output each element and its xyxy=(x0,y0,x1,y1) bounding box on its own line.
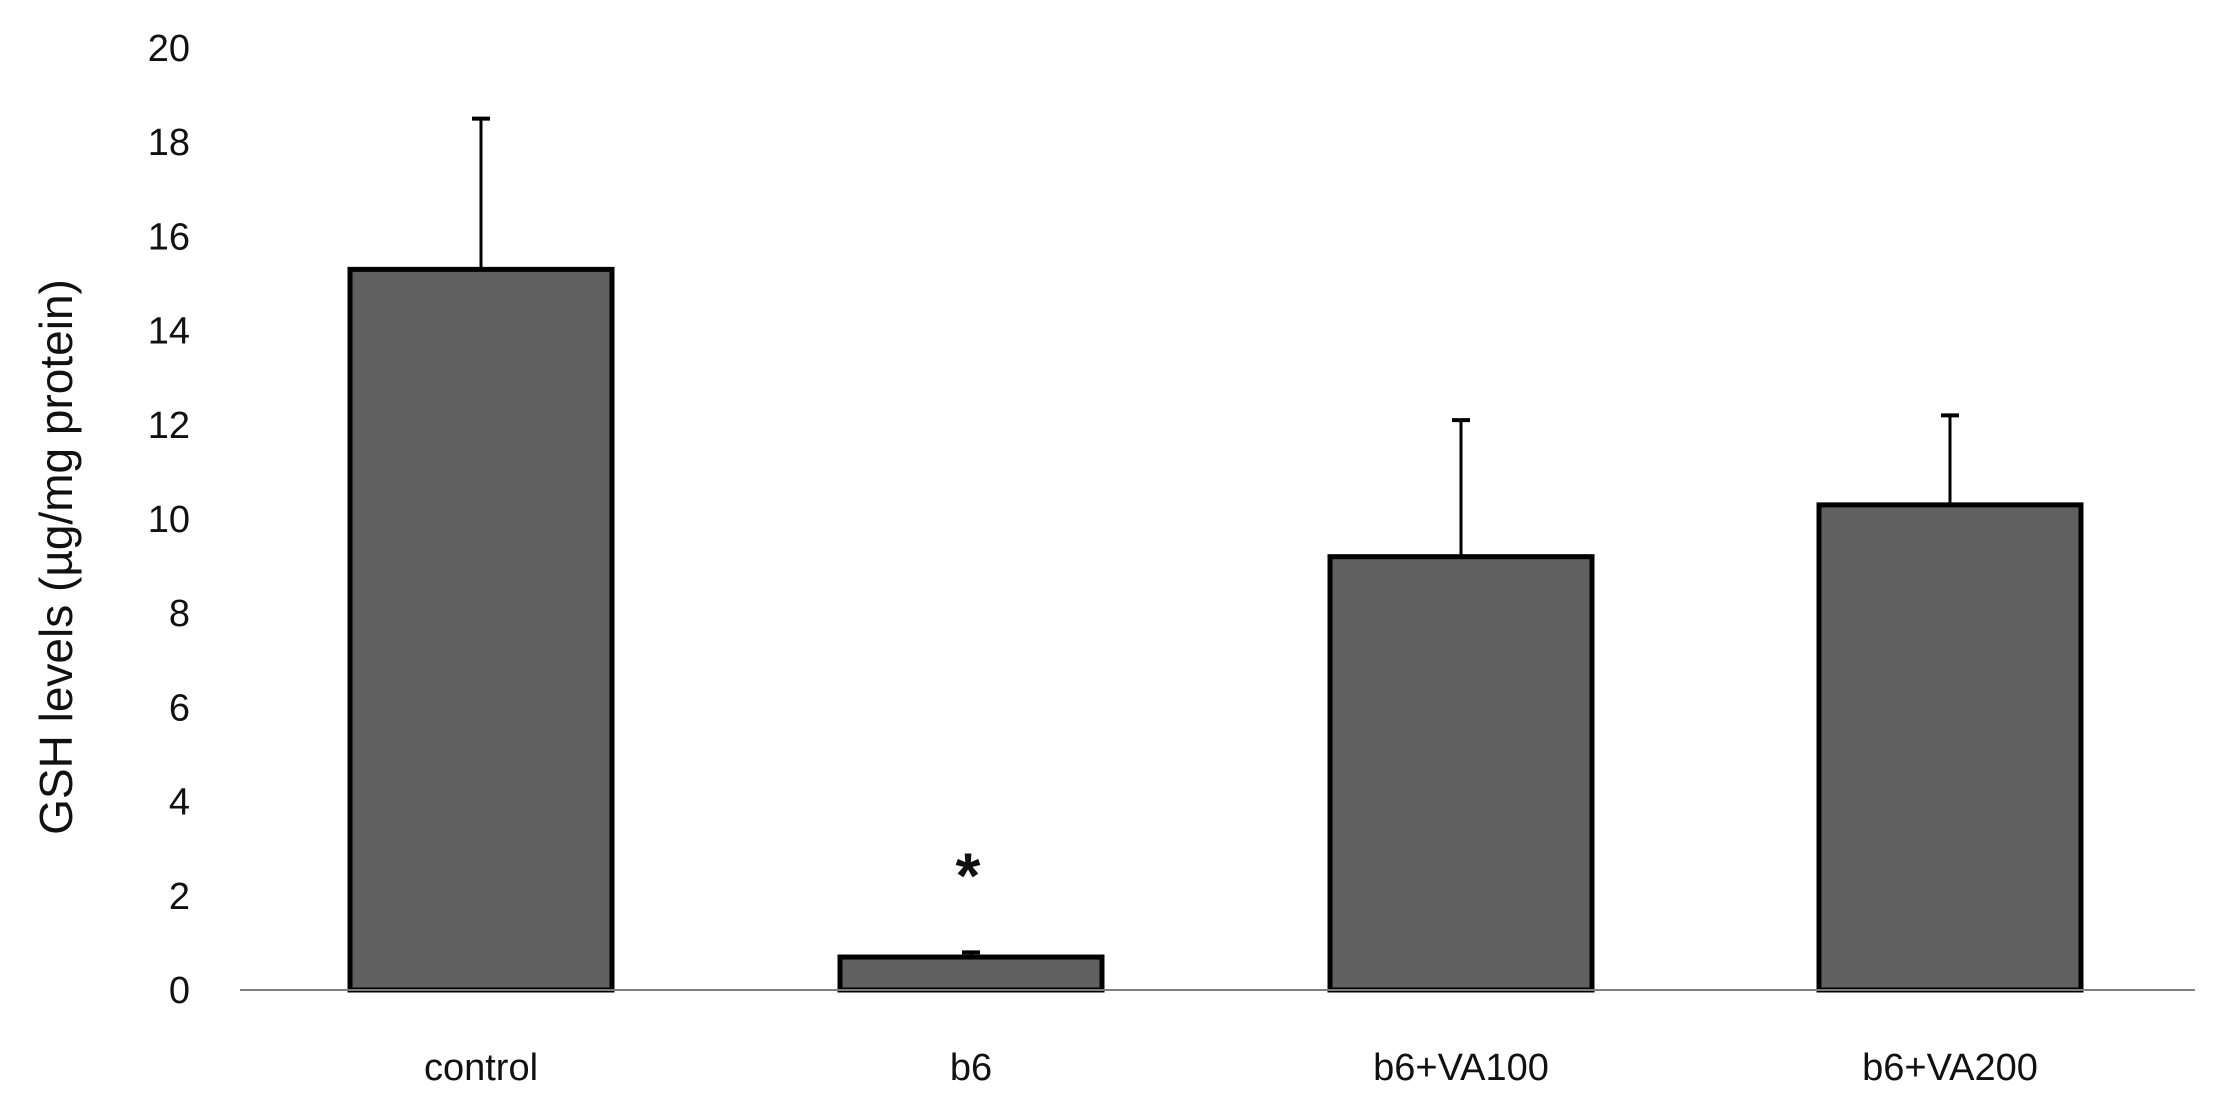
x-category-label: b6 xyxy=(950,1047,992,1089)
y-tick-label: 16 xyxy=(148,216,190,258)
bar xyxy=(347,266,615,993)
x-axis-labels: control b6 b6+VA100 b6+VA200 xyxy=(424,1047,2038,1089)
y-tick-label: 8 xyxy=(169,593,190,635)
y-tick-label: 6 xyxy=(169,687,190,729)
y-tick-label: 14 xyxy=(148,311,190,353)
y-tick-label: 20 xyxy=(148,28,190,70)
x-category-label: control xyxy=(424,1047,538,1089)
bar xyxy=(1327,554,1595,993)
significance-marker: * xyxy=(956,839,981,911)
annotations: * xyxy=(956,839,981,911)
y-tick-label: 18 xyxy=(148,122,190,164)
error-bars xyxy=(472,116,1959,958)
x-category-label: b6+VA100 xyxy=(1373,1047,1549,1089)
bars xyxy=(347,266,2084,993)
y-tick-label: 12 xyxy=(148,405,190,447)
y-tick-label: 2 xyxy=(169,876,190,918)
y-tick-label: 4 xyxy=(169,782,190,824)
y-tick-label: 0 xyxy=(169,970,190,1012)
y-axis-ticks: 0 2 4 6 8 10 12 14 16 18 20 xyxy=(148,28,190,1012)
bar xyxy=(1816,502,2084,993)
y-axis-title: GSH levels (µg/mg protein) xyxy=(30,279,82,835)
bar xyxy=(837,954,1105,993)
x-category-label: b6+VA200 xyxy=(1862,1047,2038,1089)
y-tick-label: 10 xyxy=(148,499,190,541)
